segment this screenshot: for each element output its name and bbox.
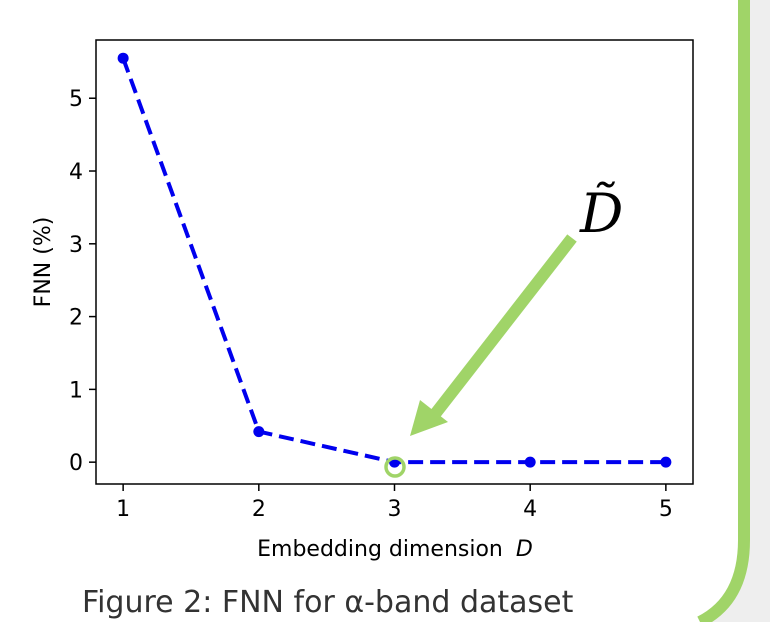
x-tick-label: 2 [252,497,266,522]
right-side-panel [697,0,770,622]
data-point [253,426,265,438]
y-tick-label: 2 [69,306,83,331]
y-axis-label: FNN (%) [31,217,56,308]
data-point [524,456,536,468]
annotation-arrow [410,234,577,436]
y-tick-label: 5 [69,87,83,112]
data-point [117,52,129,64]
y-axis-ticks: 0 1 2 3 4 5 [69,87,96,476]
x-tick-label: 5 [659,497,673,522]
x-tick-label: 3 [388,497,402,522]
y-tick-label: 0 [69,451,83,476]
series-layer [117,52,672,468]
arrow-shaft [427,234,577,422]
y-tick-label: 4 [69,160,83,185]
arrow-head [410,400,448,436]
y-tick-label: 1 [69,378,83,403]
figure-caption: Figure 2: FNN for α-band dataset [82,585,574,620]
y-tick-label: 3 [69,233,83,258]
annotation-label: D̃ [579,181,623,245]
x-axis-label: Embedding dimension D [257,537,533,562]
series-line [121,57,666,465]
x-tick-label: 4 [523,497,537,522]
data-point [660,456,672,468]
x-tick-label: 1 [116,497,130,522]
x-axis-ticks: 1 2 3 4 5 [116,484,673,522]
annotation-marker [384,456,406,478]
plot-frame [95,39,694,485]
